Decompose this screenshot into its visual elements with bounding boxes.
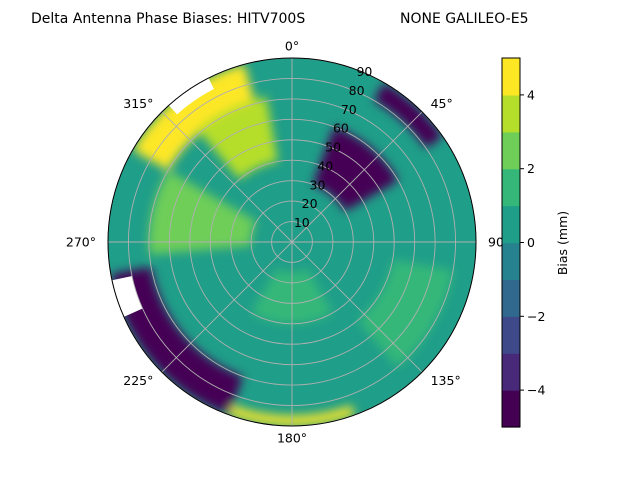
colorbar-segment	[502, 279, 520, 317]
zenith-tick-label: 40	[317, 158, 333, 173]
colorbar-segment	[502, 390, 520, 428]
colorbar-tick-label: 2	[527, 161, 535, 176]
zenith-tick-label: 90	[356, 64, 372, 79]
zenith-tick-label: 70	[341, 102, 357, 117]
contour-region	[110, 266, 244, 415]
colorbar-tick-label: 4	[527, 87, 535, 102]
contour-region	[148, 170, 257, 255]
zenith-tick-label: 50	[325, 140, 341, 155]
zenith-tick-label: 80	[349, 83, 365, 98]
colorbar-segment	[502, 131, 520, 170]
azimuth-spoke	[291, 111, 423, 243]
azimuth-spoke	[291, 241, 423, 373]
zenith-tick-label: 30	[310, 177, 326, 192]
contour-region	[373, 82, 443, 149]
chart-title: Delta Antenna Phase Biases: HITV700S	[31, 11, 305, 27]
contour-region	[197, 97, 278, 180]
polar-frame	[107, 57, 477, 427]
colorbar-segment	[502, 242, 520, 280]
contour-region	[132, 64, 255, 171]
azimuth-spoke	[161, 241, 293, 373]
zenith-tick-label: 20	[302, 196, 318, 211]
colorbar-segment	[502, 205, 520, 244]
azimuth-tick-label: 135°	[431, 373, 461, 388]
colorbar-tick-label: −2	[527, 309, 545, 324]
zenith-tick-label: 60	[333, 121, 349, 136]
colorbar: −4 −2 0 2 4 Bias (mm)	[501, 57, 570, 428]
colorbar-segment	[502, 316, 520, 354]
azimuth-spoke	[161, 111, 293, 243]
azimuth-tick-label: 180°	[277, 431, 307, 446]
contour-region	[229, 405, 355, 426]
colorbar-label: Bias (mm)	[555, 211, 570, 275]
colorbar-segment	[502, 94, 520, 133]
polar-plot: 0°45°90°135°180°225°270°315° 10203040506…	[66, 39, 510, 446]
azimuth-tick-label: 270°	[66, 235, 96, 250]
polar-grid	[107, 57, 477, 427]
colorbar-tick-label: −4	[527, 383, 545, 398]
contour-region	[313, 126, 399, 212]
azimuth-tick-label: 225°	[123, 373, 153, 388]
azimuth-tick-label: 45°	[431, 96, 453, 111]
azimuth-tick-label: 315°	[123, 96, 153, 111]
colorbar-tick-label: 0	[527, 235, 535, 250]
chart-subtitle: NONE GALILEO-E5	[400, 11, 528, 27]
colorbar-segment	[502, 353, 520, 391]
contour-region	[357, 259, 454, 368]
colorbar-segment	[502, 58, 520, 96]
colorbar-segment	[502, 168, 520, 207]
azimuth-tick-label: 0°	[285, 39, 299, 54]
zenith-tick-label: 10	[294, 215, 310, 230]
